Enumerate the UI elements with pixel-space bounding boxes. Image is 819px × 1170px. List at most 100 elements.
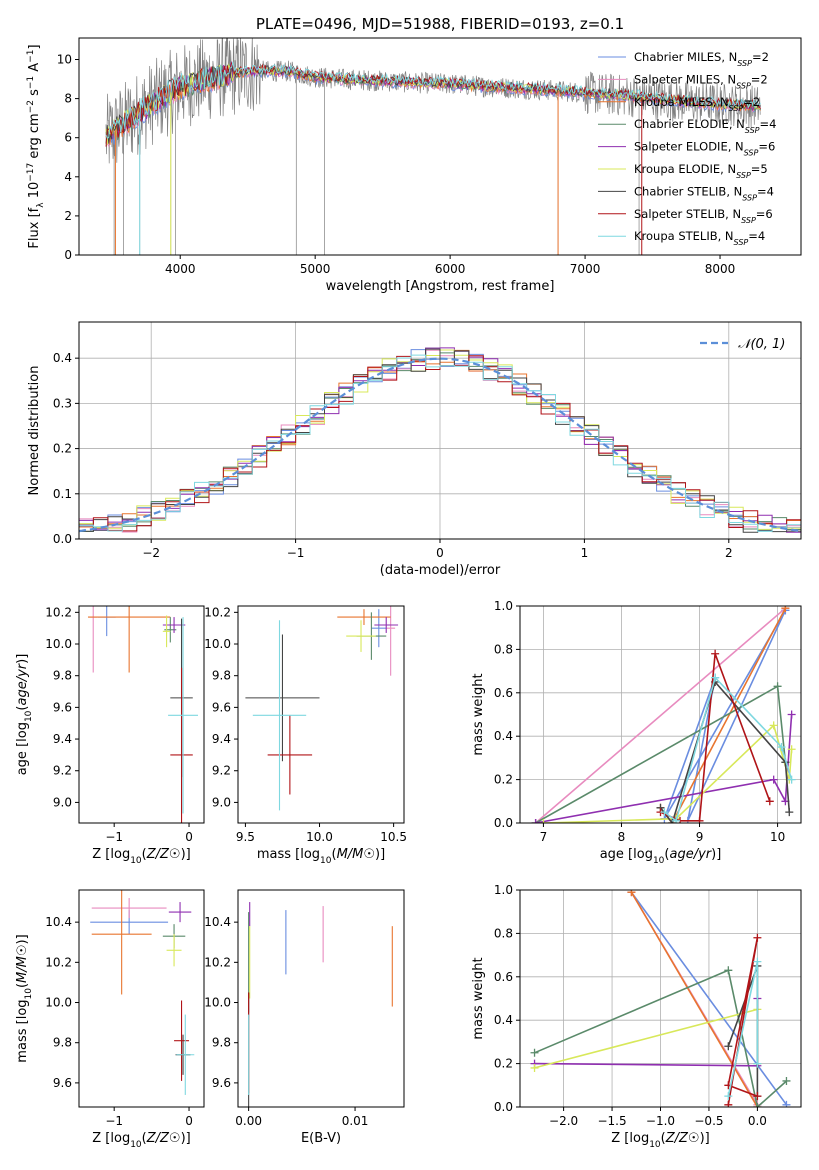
x-tick-label: −2.0: [549, 1114, 578, 1128]
legend-entry: Salpeter STELIB, NSSP=6: [634, 207, 773, 225]
x-tick-label: 4000: [165, 262, 196, 276]
age-vs-mass-panel: 9.5 10.0 10.5 9.0 9.2 9.4 9.6 9.8 10.0 10.2 mass […: [204, 605, 407, 866]
error-bar-point: [337, 609, 391, 626]
mass-weight-marker: [782, 1076, 791, 1085]
mass-weight-marker: [660, 808, 669, 817]
plot-area: [531, 606, 796, 823]
mass-weight-marker: [753, 933, 762, 942]
plot-area: [530, 890, 791, 1107]
error-bar-point: [91, 890, 152, 995]
y-tick-label: 9.6: [53, 1076, 72, 1090]
y-tick-label: 0.0: [494, 1100, 513, 1114]
plot-area: [90, 890, 195, 1095]
mass-vs-EBV-panel: 0.00 0.01 9.6 9.8 10.0 10.2 10.4 E(B-V): [204, 889, 405, 1146]
error-bar-point: [245, 634, 320, 762]
y-tick-label: 9.0: [53, 795, 72, 809]
x-tick-label: −1: [105, 1114, 123, 1128]
y-tick-label: 0.2: [494, 773, 513, 787]
x-tick-label: 0.00: [235, 1114, 262, 1128]
y-axis-label: mass weight: [471, 957, 486, 1039]
error-bar-point: [374, 617, 399, 633]
y-tick-label: 0.2: [494, 1057, 513, 1071]
y-tick-label: 8: [64, 92, 72, 106]
y-tick-label: 10.2: [45, 955, 72, 969]
y-tick-label: 0.4: [494, 729, 513, 743]
y-tick-label: 9.0: [212, 795, 231, 809]
mass-weight-marker: [539, 819, 548, 823]
mass-weight-marker: [782, 1100, 791, 1107]
plot-area: [245, 606, 399, 811]
y-tick-label: 10.4: [45, 915, 72, 929]
x-tick-label: 1: [581, 546, 589, 560]
x-tick-label: 7: [540, 830, 548, 844]
y-tick-label: 10: [57, 53, 72, 67]
x-axis-label: Z [log10(Z/Z☉)]: [611, 1131, 710, 1150]
y-tick-label: 0.8: [494, 642, 513, 656]
mass-weight-marker: [753, 1103, 762, 1107]
y-axis-label: Flux [fλ 10−17 erg cm−2 s−1 A−1]: [26, 44, 46, 248]
y-tick-label: 9.8: [53, 669, 72, 683]
mass-weight-marker: [781, 606, 790, 613]
x-tick-label: 10.0: [306, 830, 333, 844]
mass-weight-marker: [627, 890, 636, 897]
mass-weight-marker: [530, 1048, 539, 1057]
plot-area: [87, 606, 199, 823]
y-tick-label: 0.0: [494, 816, 513, 830]
mass-weight-marker: [695, 816, 704, 823]
legend-entry: Chabrier MILES, NSSP=2: [634, 50, 769, 68]
x-tick-label: 10.5: [380, 830, 407, 844]
mass-weight-marker: [787, 745, 796, 754]
y-tick-label: 10.0: [45, 637, 72, 651]
x-tick-label: 0: [436, 546, 444, 560]
y-axis-label: age [log10(age/yr)]: [15, 654, 34, 776]
legend-entry: Salpeter MILES, NSSP=2: [634, 72, 768, 90]
mass-weight-marker: [530, 1063, 539, 1072]
x-axis-label: age [log10(age/yr)]: [600, 847, 722, 866]
mass-weight-marker: [711, 673, 720, 682]
y-axis-label: Normed distribution: [27, 366, 42, 496]
legend-entry: Salpeter ELODIE, NSSP=6: [634, 140, 775, 158]
y-tick-label: 9.8: [212, 669, 231, 683]
mass-weight-marker: [724, 1100, 733, 1107]
legend-entry: 𝒩(0, 1): [738, 337, 785, 352]
mass-weight-line: [727, 937, 759, 1105]
spectrum-model-line: [105, 61, 761, 139]
error-bar-point: [168, 617, 199, 814]
y-axis-label: mass [log10(M/M☉)]: [15, 934, 34, 1062]
x-tick-label: 7000: [570, 262, 601, 276]
x-tick-label: −1: [287, 546, 305, 560]
y-tick-label: 10.0: [45, 996, 72, 1010]
x-tick-label: 5000: [300, 262, 331, 276]
y-tick-label: 9.2: [212, 764, 231, 778]
x-axis-label: Z [log10(Z/Z☉)]: [92, 1131, 191, 1150]
error-bar-point: [168, 902, 192, 923]
y-tick-label: 9.2: [53, 764, 72, 778]
mass-weight-marker: [777, 743, 786, 752]
axes-frame: [78, 605, 205, 824]
residuals-panel: −2 −1 0 1 2 0.0 0.1 0.2 0.3 0.4 (data-model)/error…: [27, 321, 802, 578]
y-tick-label: 0.6: [494, 686, 513, 700]
y-tick-label: 6: [64, 131, 72, 145]
y-tick-label: 0.6: [494, 970, 513, 984]
mass-vs-Z-panel: −1 0 9.6 9.8 10.0 10.2 10.4 Z [log10(Z/Z☉)] mass…: [15, 889, 205, 1150]
axes-frame: [78, 37, 802, 256]
mass-weight-marker: [724, 966, 733, 975]
mass-weight-marker: [787, 710, 796, 719]
error-bar-point: [162, 615, 171, 648]
mass-weight-line: [534, 969, 788, 1107]
age-vs-Z-panel: −1 0 9.0 9.2 9.4 9.6 9.8 10.0 10.2 Z [log10(Z/Z☉)…: [15, 605, 205, 866]
mass-weight-vs-Z-panel: −2.0 −1.5 −1.0 −0.5 0.0 0.0 0.2 0.4 0.6 0.8 1.0 Z […: [471, 883, 802, 1150]
x-axis-label: (data-model)/error: [380, 563, 501, 578]
y-tick-label: 2: [64, 209, 72, 223]
x-axis-label: wavelength [Angstrom, rest frame]: [326, 279, 555, 294]
x-tick-label: 10: [770, 830, 785, 844]
y-tick-label: 9.4: [212, 732, 231, 746]
y-tick-label: 10.2: [204, 605, 231, 619]
y-tick-label: 0.0: [53, 532, 72, 546]
y-axis-label: mass weight: [471, 673, 486, 755]
y-tick-label: 10.4: [204, 915, 231, 929]
y-tick-label: 9.4: [53, 732, 72, 746]
legend-entry: Kroupa STELIB, NSSP=4: [634, 229, 765, 247]
axes-frame: [519, 605, 802, 824]
x-tick-label: 9.5: [236, 830, 255, 844]
